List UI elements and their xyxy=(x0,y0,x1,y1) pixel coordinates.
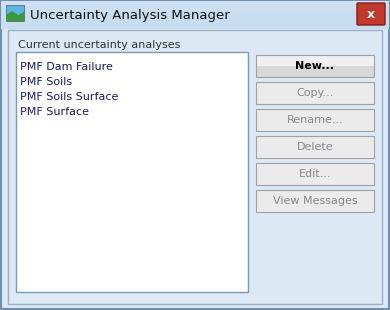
Text: Edit...: Edit... xyxy=(299,169,331,179)
Bar xyxy=(1,1,389,29)
Text: View Messages: View Messages xyxy=(273,196,357,206)
Text: Uncertainty Analysis Manager: Uncertainty Analysis Manager xyxy=(30,8,230,21)
FancyBboxPatch shape xyxy=(357,3,385,25)
Text: Copy...: Copy... xyxy=(296,88,334,98)
Text: Rename...: Rename... xyxy=(287,115,343,125)
Bar xyxy=(256,82,374,104)
Text: Current uncertainty analyses: Current uncertainty analyses xyxy=(18,40,180,50)
Bar xyxy=(6,5,24,21)
Text: New...: New... xyxy=(296,61,335,71)
Bar xyxy=(1,11,389,12)
Bar xyxy=(8,30,382,304)
Bar xyxy=(256,55,374,66)
Bar xyxy=(256,190,374,212)
Bar xyxy=(256,55,374,77)
Bar xyxy=(1,12,389,13)
Bar xyxy=(1,3,389,4)
Bar xyxy=(1,10,389,11)
Bar xyxy=(256,163,374,185)
Text: PMF Soils: PMF Soils xyxy=(20,77,72,87)
Text: PMF Soils Surface: PMF Soils Surface xyxy=(20,92,119,102)
Bar xyxy=(1,13,389,14)
Bar xyxy=(1,8,389,9)
Bar xyxy=(256,136,374,158)
Bar xyxy=(16,52,248,292)
Bar xyxy=(256,66,374,77)
Bar xyxy=(1,2,389,3)
Bar xyxy=(1,5,389,6)
Bar xyxy=(1,6,389,7)
Text: Delete: Delete xyxy=(297,142,333,152)
Polygon shape xyxy=(6,11,24,21)
Bar xyxy=(1,9,389,10)
Bar xyxy=(1,7,389,8)
Text: PMF Dam Failure: PMF Dam Failure xyxy=(20,62,113,72)
Text: x: x xyxy=(367,7,375,20)
Bar xyxy=(1,14,389,15)
Bar xyxy=(1,4,389,5)
Bar xyxy=(1,1,389,2)
Bar xyxy=(256,109,374,131)
Text: PMF Surface: PMF Surface xyxy=(20,107,89,117)
